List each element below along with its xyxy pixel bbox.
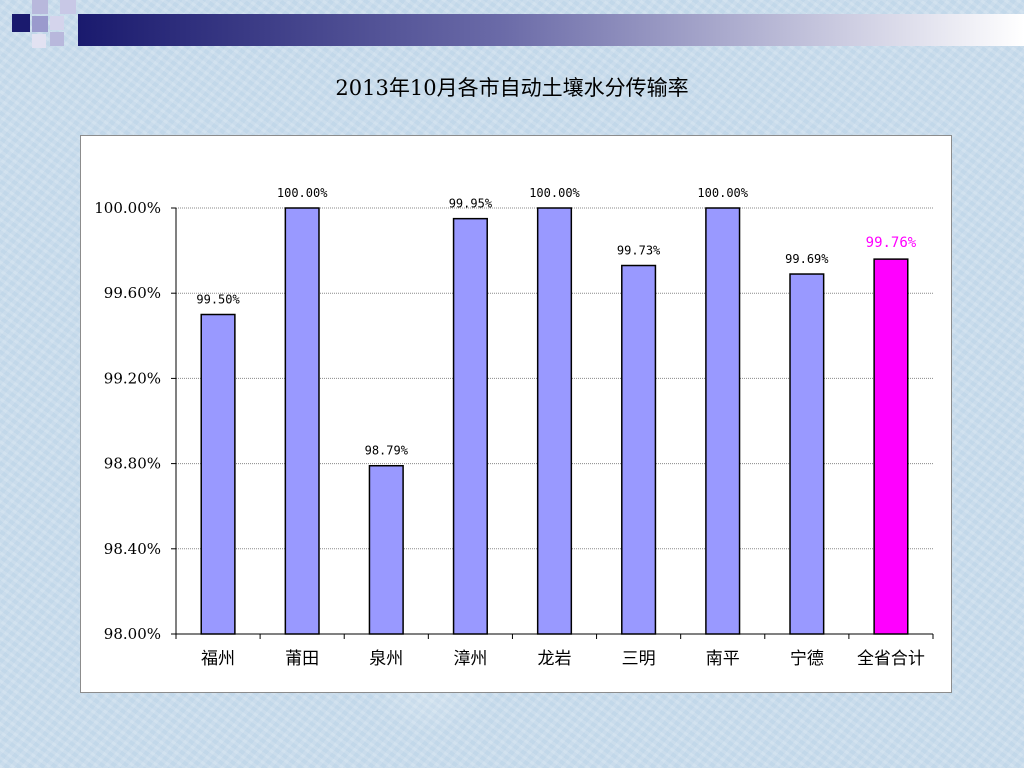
data-label: 99.73% [617,244,661,258]
data-label: 100.00% [277,186,328,200]
banner-square [50,32,64,46]
data-labels: 99.50% 100.00% 98.79% 99.95% 100.00% 99.73% 10… [196,186,916,458]
bars [200,207,909,635]
y-tick-label: 100.00% [94,199,161,217]
x-category-label: 漳州 [453,649,487,669]
bar-9 [873,258,909,635]
x-category-label: 南平 [706,649,740,669]
banner-square [12,14,30,32]
bar-8 [789,273,825,635]
banner-square [32,34,46,48]
data-label: 98.79% [365,444,409,458]
y-tick-label: 99.20% [104,369,161,387]
bar-4 [452,217,488,635]
data-label: 100.00% [529,186,580,200]
y-tick-label: 99.60% [104,284,161,302]
x-category-label: 泉州 [369,649,403,669]
bar-chart: 98.00% 98.40% 98.80% 99.20% 99.60% 100.00% 福州 莆… [94,186,934,669]
x-category-label: 莆田 [285,649,319,669]
data-label: 99.69% [785,252,829,266]
bar-3 [368,464,404,635]
banner-square [50,16,64,30]
banner-square [32,16,48,32]
x-category-label: 全省合计 [857,649,925,669]
y-tick-label: 98.40% [104,540,161,558]
bar-1 [200,313,236,635]
x-category-label: 龙岩 [538,649,572,669]
chart-panel: 98.00% 98.40% 98.80% 99.20% 99.60% 100.00% 福州 莆… [80,135,952,693]
chart-title: 2013年10月各市自动土壤水分传输率 [335,76,689,100]
bar-5 [536,207,573,635]
x-category-label: 宁德 [790,649,824,669]
x-category-label: 福州 [201,649,235,669]
y-tick-label: 98.00% [104,625,161,643]
banner-square [32,0,48,14]
data-label: 99.95% [449,197,493,211]
banner-gradient-bar [78,14,1024,46]
x-category-label: 三明 [622,649,656,669]
data-label: 99.76% [866,235,917,251]
header-decoration-banner [12,0,1024,48]
y-tick-label: 98.80% [104,455,161,473]
bar-6 [621,264,657,635]
bar-7 [705,207,741,635]
banner-square [60,0,76,14]
data-label: 99.50% [196,293,240,307]
data-label: 100.00% [697,186,748,200]
bar-2 [284,207,320,635]
